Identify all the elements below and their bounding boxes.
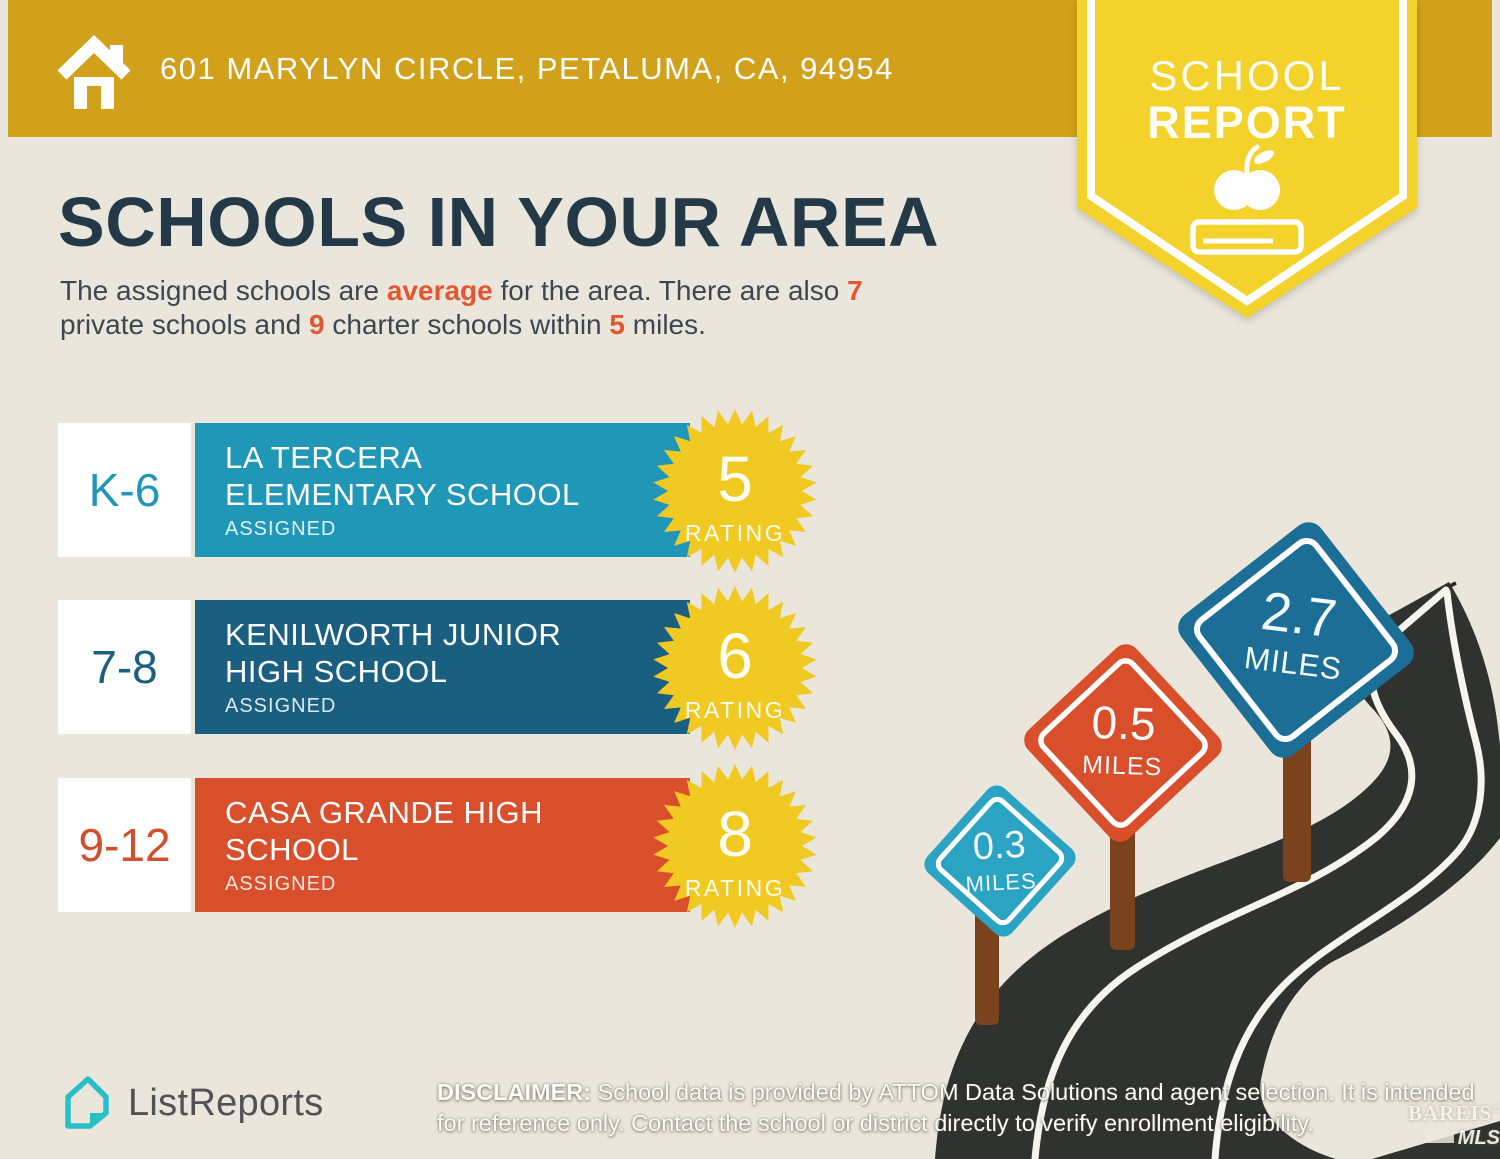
school-row-elementary: K-6 LA TERCERA ELEMENTARY SCHOOL ASSIGNE… [0,409,900,573]
sign-unit: MILES [1082,751,1163,782]
property-address: 601 MARYLYN CIRCLE, PETALUMA, CA, 94954 [160,50,894,86]
school-bar: KENILWORTH JUNIOR HIGH SCHOOL ASSIGNED [195,600,690,734]
grade-range: 9-12 [58,778,191,912]
distance-sign-2-7-miles: 2.7 MILES [1178,522,1414,758]
sign-distance: 0.3 [972,824,1027,869]
school-name: LA TERCERA ELEMENTARY SCHOOL [225,440,580,512]
grade-range: 7-8 [58,600,191,734]
school-bar: CASA GRANDE HIGH SCHOOL ASSIGNED [195,778,690,912]
school-name: CASA GRANDE HIGH SCHOOL [225,795,544,867]
listreports-logo: ListReports [60,1074,324,1132]
rating-value: 6 [717,620,753,692]
rating-label: RATING [685,697,785,723]
rating-label: RATING [685,520,785,546]
sign-distance: 0.5 [1091,696,1157,750]
rating-badge: 6 RATING [653,586,817,750]
listreports-wordmark: ListReports [128,1081,324,1124]
school-row-junior-high: 7-8 KENILWORTH JUNIOR HIGH SCHOOL ASSIGN… [0,586,900,750]
school-status: ASSIGNED [225,518,337,540]
distance-sign-0-5-miles: 0.5 MILES [1024,644,1222,842]
apple-book-icon [1190,144,1304,255]
school-name: KENILWORTH JUNIOR HIGH SCHOOL [225,617,562,689]
road-line-left [1031,586,1450,1159]
ribbon-line2: REPORT [1147,97,1347,148]
rating-badge: 5 RATING [653,409,817,573]
bareis-mls-watermark: BAREIS® MLS [1408,1101,1500,1149]
rating-label: RATING [685,875,785,901]
rating-value: 8 [717,798,753,870]
school-report-ribbon: SCHOOL REPORT [1077,0,1417,318]
watermark-bar [1423,1134,1454,1143]
ribbon-line1: SCHOOL [1149,52,1344,99]
school-bar: LA TERCERA ELEMENTARY SCHOOL ASSIGNED [195,423,690,557]
school-status: ASSIGNED [225,873,337,895]
sign-unit: MILES [965,868,1037,897]
rating-badge: 8 RATING [653,764,817,928]
school-row-high-school: 9-12 CASA GRANDE HIGH SCHOOL ASSIGNED 8 … [0,764,900,928]
road-line-right [1211,588,1485,1159]
road-asphalt [935,582,1500,1159]
rating-value: 5 [717,443,753,515]
grade-range: K-6 [58,423,191,557]
intro-text: The assigned schools are average for the… [60,275,863,340]
disclaimer-text: DISCLAIMER: School data is provided by A… [437,1079,1475,1136]
school-status: ASSIGNED [225,695,337,717]
page-title: SCHOOLS IN YOUR AREA [58,183,940,261]
house-icon [57,34,131,109]
sign-distance: 2.7 [1258,581,1340,650]
listreports-house-icon [65,1076,109,1129]
distance-sign-0-3-miles: 0.3 MILES [924,785,1076,937]
